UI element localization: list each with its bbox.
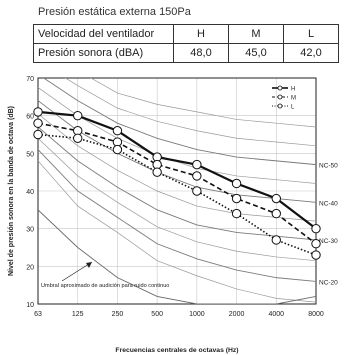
table-cell: Velocidad del ventilador <box>33 24 174 44</box>
y-tick-label: 30 <box>26 227 34 234</box>
legend-marker-l <box>277 103 283 109</box>
data-point-h <box>192 159 202 170</box>
data-point-l <box>112 144 123 155</box>
nc-minor-curve <box>64 78 316 147</box>
nc-minor-curve <box>38 113 316 222</box>
data-point-l <box>73 133 83 143</box>
nc-curve <box>42 78 316 166</box>
legend-marker-h <box>277 85 283 91</box>
nc-minor-curve <box>90 78 316 128</box>
y-axis-title: Nivel de presión sonora en la banda de o… <box>8 106 15 276</box>
nc-curve <box>38 100 316 203</box>
x-tick-label: 500 <box>151 311 163 318</box>
y-tick-label: 70 <box>26 76 34 83</box>
x-tick-label: 8000 <box>308 311 324 318</box>
data-point-h <box>73 110 83 121</box>
speed-table: Velocidad del ventilador H M L Presión s… <box>33 24 339 63</box>
y-tick-label: 20 <box>26 264 34 271</box>
x-tick-label: 125 <box>72 311 84 318</box>
data-point-h <box>311 223 321 234</box>
annotation-arrow-line <box>61 261 93 282</box>
data-point-l <box>33 129 43 140</box>
y-tick-label: 60 <box>26 114 34 121</box>
static-pressure-title: Presión estática externa 150Pa <box>38 6 191 18</box>
data-point-l <box>271 235 281 245</box>
data-point-m <box>271 208 281 219</box>
nc-curve-label: NC-30 <box>319 238 338 245</box>
table-cell: 42,0 <box>283 43 339 63</box>
data-point-l <box>152 167 162 177</box>
annotation-arrow-head <box>86 262 92 268</box>
data-point-m <box>192 171 202 181</box>
legend-label: L <box>291 105 295 111</box>
table-cell: Presión sonora (dBA) <box>33 43 174 63</box>
nc-minor-curve <box>38 160 316 303</box>
data-point-m <box>231 193 242 204</box>
plot-border <box>37 77 317 305</box>
data-point-l <box>231 208 242 219</box>
data-point-l <box>311 250 321 260</box>
x-tick-label: 63 <box>34 311 42 318</box>
series-line-h <box>37 110 317 230</box>
data-point-h <box>271 193 281 204</box>
series-line-l <box>37 133 317 256</box>
y-tick-label: 10 <box>26 302 34 309</box>
x-tick-label: 250 <box>112 311 124 318</box>
legend-label: H <box>291 87 295 93</box>
nc-curve-label: NC-20 <box>319 279 338 286</box>
x-tick-label: 4000 <box>268 311 284 318</box>
y-tick-label: 40 <box>26 189 34 196</box>
data-point-h <box>112 126 123 136</box>
legend-label: M <box>291 96 296 102</box>
threshold-annotation: Umbral aproximado de audición para ruido… <box>41 283 169 289</box>
y-tick-label: 50 <box>26 151 34 158</box>
data-point-l <box>192 186 202 196</box>
threshold-curve <box>38 209 316 304</box>
data-point-m <box>311 239 321 249</box>
data-point-h <box>33 107 43 117</box>
x-tick-label: 1000 <box>189 311 205 318</box>
data-point-m <box>33 118 43 128</box>
nc-curve-label: NC-40 <box>319 200 338 207</box>
nc-curve <box>38 149 316 282</box>
data-point-h <box>231 178 242 189</box>
legend-marker-m <box>277 94 283 100</box>
x-axis-title: Frecuencias centrales de octavas (Hz) <box>115 347 238 354</box>
table-row: Presión sonora (dBA) 48,0 45,0 42,0 <box>33 43 339 63</box>
table-cell: 48,0 <box>173 43 229 63</box>
x-tick-label: 2000 <box>229 311 245 318</box>
series-line-m <box>37 122 317 245</box>
nc-minor-curve <box>38 138 316 262</box>
nc-curve-label: NC-50 <box>319 163 338 170</box>
